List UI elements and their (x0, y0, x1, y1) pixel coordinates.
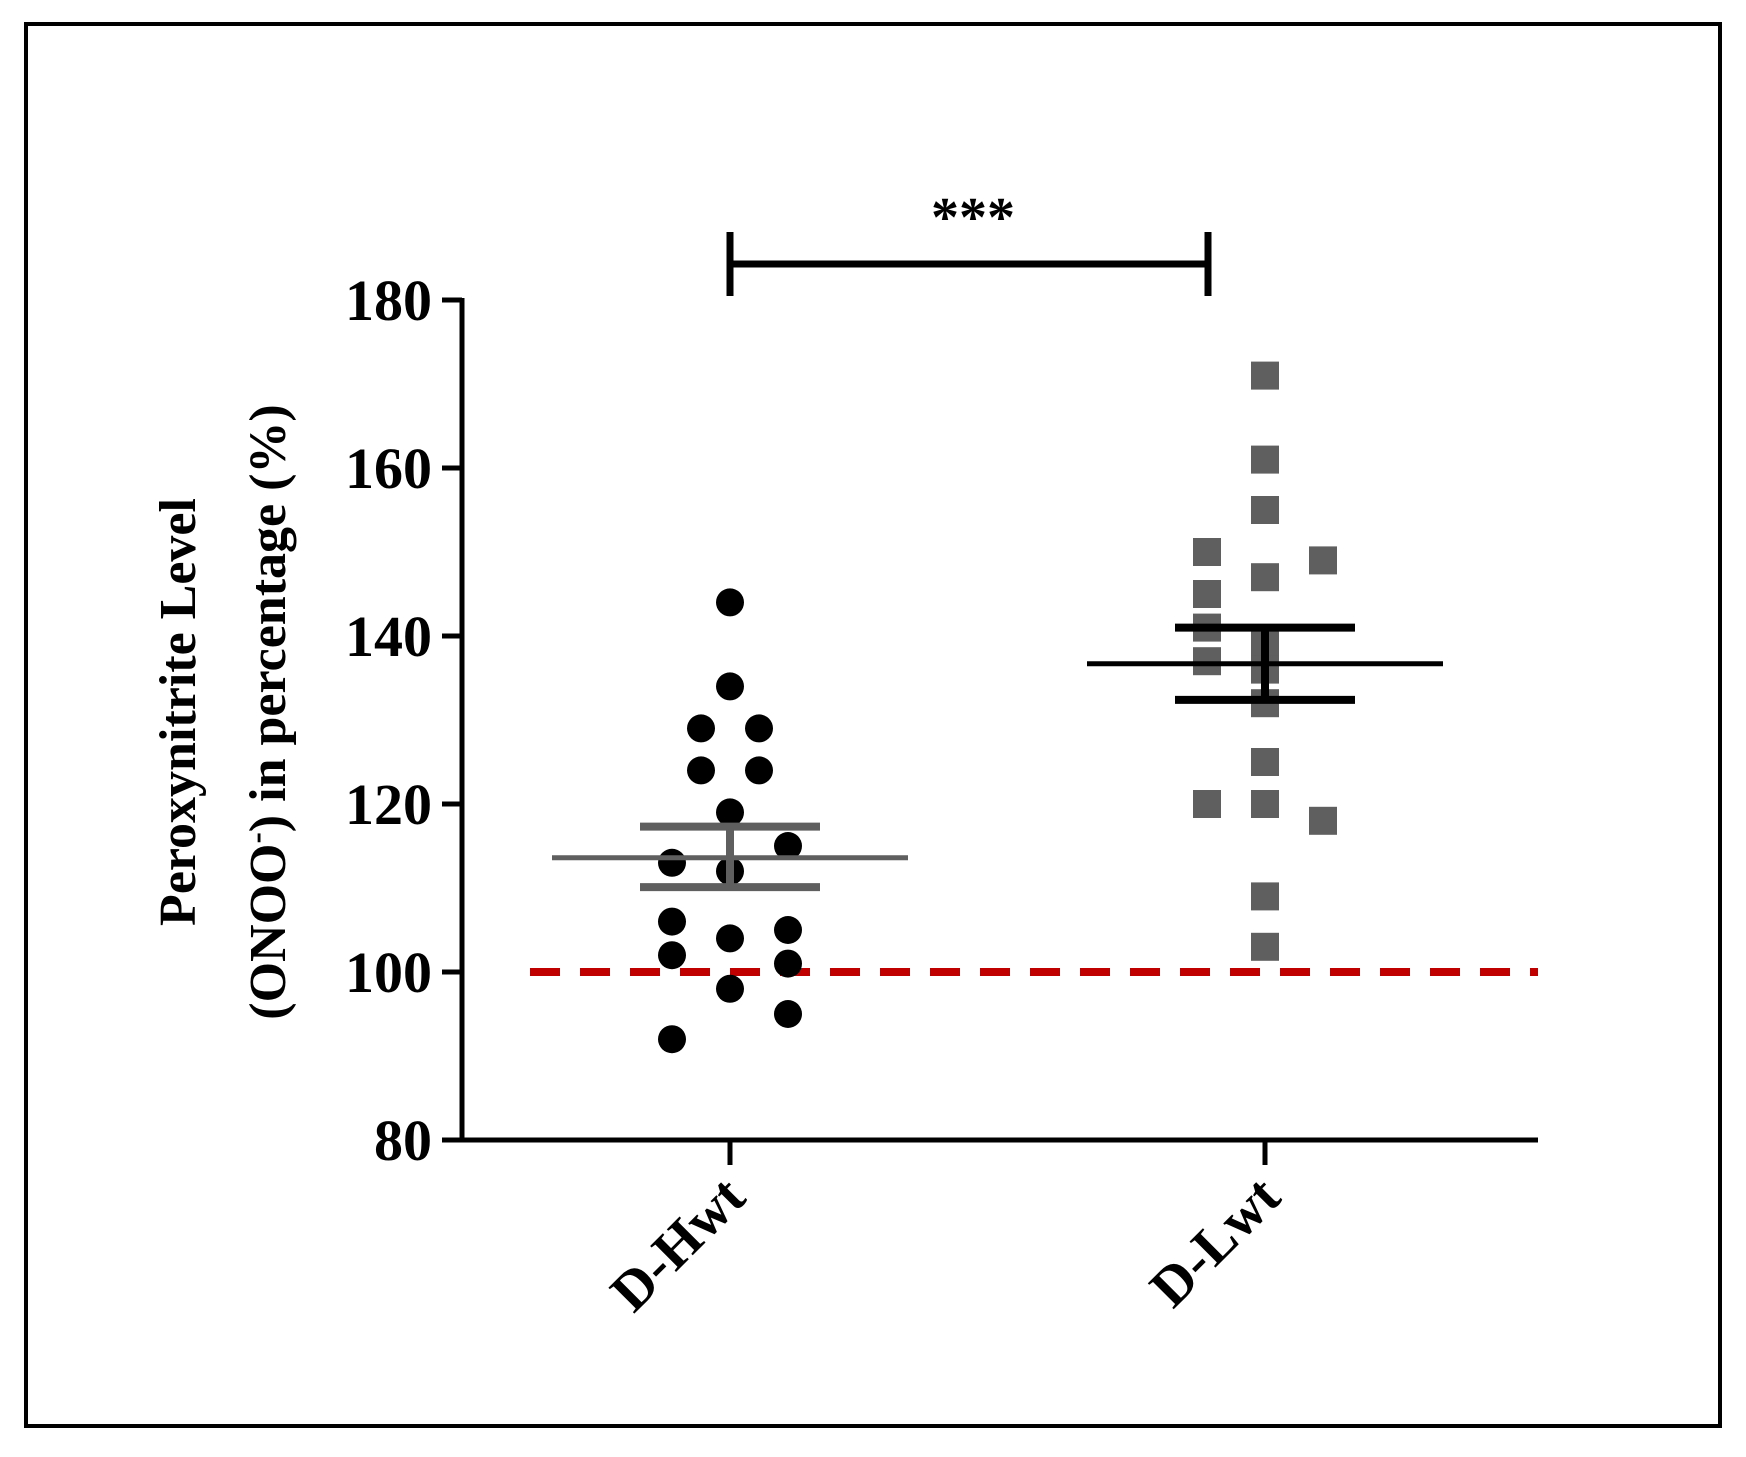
y-axis-label-line2-pre: (ONOO (240, 844, 297, 1020)
y-tick-label: 160 (345, 436, 432, 501)
data-point-D-Lwt (1193, 647, 1221, 676)
data-point-D-Hwt (774, 832, 802, 860)
data-point-D-Lwt (1251, 882, 1279, 911)
data-point-D-Hwt (658, 848, 686, 877)
x-axis-ticks: D-Hwt D-Lwt (599, 1140, 1292, 1324)
significance-label: *** (931, 187, 1015, 249)
data-point-D-Hwt (745, 714, 773, 743)
data-point-D-Hwt (774, 916, 802, 944)
data-point-D-Hwt (774, 949, 802, 978)
y-tick-label: 140 (345, 604, 432, 669)
data-point-D-Lwt (1251, 790, 1279, 818)
data-point-D-Lwt (1251, 361, 1279, 390)
data-point-D-Lwt (1193, 580, 1221, 608)
data-point-D-Hwt (658, 941, 686, 970)
data-point-D-Hwt (658, 907, 686, 936)
data-point-D-Lwt (1309, 546, 1337, 575)
data-point-D-Hwt (658, 1025, 686, 1054)
data-point-D-Hwt (774, 1000, 802, 1028)
data-point-D-Hwt (716, 798, 744, 827)
data-point-D-Hwt (687, 714, 715, 743)
figure-frame (24, 22, 1722, 1428)
data-point-D-Lwt (1251, 496, 1279, 524)
data-point-D-Hwt (716, 924, 744, 953)
y-axis-label-line2-post: ) in percentage (%) (240, 404, 297, 832)
data-point-D-Hwt (716, 974, 744, 1003)
x-category-label: D-Hwt (599, 1165, 757, 1323)
data-point-D-Lwt (1309, 806, 1337, 835)
y-tick-label: 100 (345, 940, 432, 1005)
y-axis-label-superscript: - (238, 832, 275, 843)
data-point-D-Hwt (687, 756, 715, 785)
data-point-D-Hwt (745, 756, 773, 785)
mean-sem-bars (552, 623, 1443, 892)
x-category-label: D-Lwt (1138, 1165, 1292, 1319)
data-point-D-Lwt (1251, 445, 1279, 474)
data-point-D-Lwt (1251, 932, 1279, 961)
data-point-D-Lwt (1251, 748, 1279, 776)
significance-group: *** (726, 187, 1212, 296)
y-axis-label-line1: Peroxynitrite Level (150, 498, 207, 926)
data-points (658, 361, 1337, 1054)
data-point-D-Hwt (716, 672, 744, 701)
data-point-D-Lwt (1193, 790, 1221, 818)
data-point-D-Hwt (716, 588, 744, 617)
y-tick-label: 120 (345, 772, 432, 837)
y-tick-label: 180 (345, 268, 432, 333)
data-point-D-Lwt (1193, 538, 1221, 566)
y-axis-ticks: 80 100 120 140 160 180 (345, 268, 462, 1173)
y-tick-label: 80 (374, 1108, 432, 1173)
y-axis-label-line2: (ONOO-) in percentage (%) (238, 404, 297, 1019)
data-point-D-Lwt (1251, 563, 1279, 592)
